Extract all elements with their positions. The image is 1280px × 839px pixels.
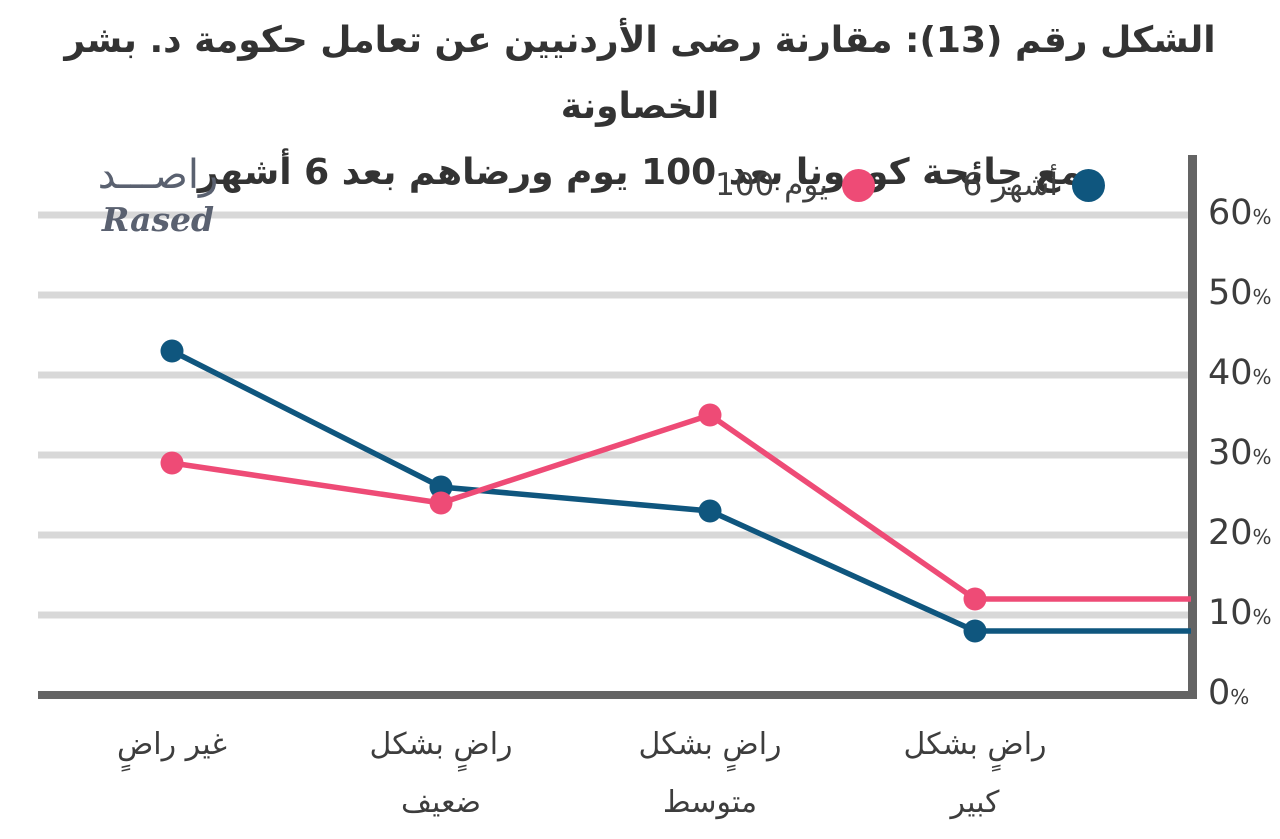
gridline bbox=[38, 611, 1188, 619]
y-tick-label: 60% bbox=[1208, 193, 1272, 233]
legend-label-100-days: 100 يوم bbox=[715, 167, 828, 203]
data-point-6-months bbox=[160, 339, 184, 363]
gridline bbox=[38, 451, 1188, 459]
x-category-label: راضٍ بشكل ضعيف bbox=[369, 727, 513, 820]
legend-entry-6-months: 6 أشهر bbox=[962, 167, 1105, 203]
legend-dot-6-months-icon bbox=[1072, 168, 1105, 202]
gridline bbox=[38, 291, 1188, 299]
x-category-label: راضٍ بشكل كبير bbox=[903, 727, 1047, 820]
y-axis-line bbox=[1188, 155, 1197, 699]
x-category-label: راضٍ بشكل متوسط bbox=[638, 727, 782, 820]
y-tick-label: 20% bbox=[1208, 513, 1272, 553]
gridline bbox=[38, 211, 1188, 219]
y-tick-label: 40% bbox=[1208, 353, 1272, 393]
y-tick-label: 0% bbox=[1208, 673, 1250, 713]
legend-dot-100-days-icon bbox=[842, 168, 875, 202]
chart-title-line2: مع جائحة كورونا بعد 100 يوم ورضاهم بعد 6… bbox=[197, 152, 1083, 193]
data-point-100-days bbox=[429, 491, 453, 515]
rased-logo-english-text: Rased bbox=[101, 200, 215, 239]
data-point-100-days bbox=[160, 451, 184, 475]
legend-entry-100-days: 100 يوم bbox=[715, 167, 875, 203]
chart-title: الشكل رقم (13): مقارنة رضى الأردنيين عن … bbox=[0, 8, 1280, 206]
x-axis-line bbox=[38, 691, 1197, 699]
rased-logo-arabic-text: راصـــد bbox=[97, 152, 219, 198]
data-point-6-months bbox=[963, 619, 987, 643]
rased-logo: راصـــد Rased bbox=[78, 150, 238, 240]
gridline bbox=[38, 531, 1188, 539]
data-point-100-days bbox=[963, 587, 987, 611]
gridline bbox=[38, 371, 1188, 379]
data-point-100-days bbox=[698, 403, 722, 427]
y-tick-label: 30% bbox=[1208, 433, 1272, 473]
x-category-label: غير راضٍ bbox=[117, 727, 227, 762]
chart-title-line1: الشكل رقم (13): مقارنة رضى الأردنيين عن … bbox=[64, 20, 1216, 127]
series-line-6-months bbox=[170, 348, 1191, 634]
legend-label-6-months: 6 أشهر bbox=[962, 167, 1058, 203]
y-tick-label: 10% bbox=[1208, 593, 1272, 633]
y-tick-label: 50% bbox=[1208, 273, 1272, 313]
data-point-6-months bbox=[698, 499, 722, 523]
data-point-6-months bbox=[429, 475, 453, 499]
